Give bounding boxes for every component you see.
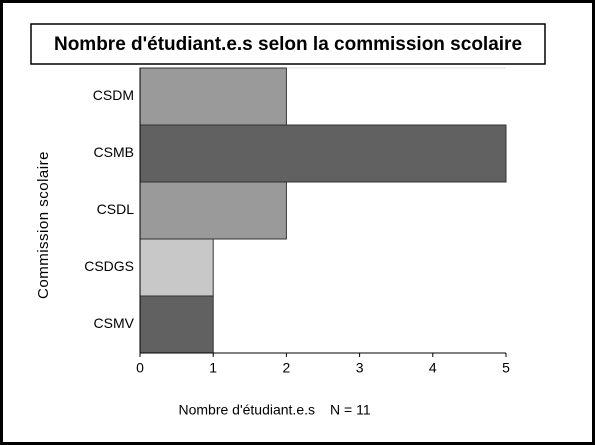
y-tick-label: CSDL: [97, 201, 135, 217]
x-tick-label: 2: [283, 360, 291, 376]
y-tick-label: CSDM: [93, 87, 134, 103]
x-axis-label: Nombre d'étudiant.e.s: [178, 402, 315, 418]
x-tick-label: 5: [502, 360, 510, 376]
x-tick-label: 1: [209, 360, 217, 376]
y-tick-label: CSDGS: [84, 258, 134, 274]
bar: [139, 124, 507, 183]
y-tick-label: CSMB: [94, 144, 134, 160]
x-tick-label: 4: [429, 360, 437, 376]
title-box: [30, 23, 546, 65]
x-tick-label: 3: [356, 360, 364, 376]
y-tick-label: CSMV: [94, 315, 135, 331]
chart-title: Nombre d'étudiant.e.s selon la commissio…: [54, 34, 522, 55]
y-axis-label: Commission scolaire: [35, 151, 52, 299]
annotation: N = 11: [330, 402, 371, 418]
bar: [139, 238, 214, 297]
bar: [139, 295, 214, 354]
bar: [139, 181, 287, 240]
bar: [139, 67, 287, 126]
x-tick-label: 0: [136, 360, 144, 376]
